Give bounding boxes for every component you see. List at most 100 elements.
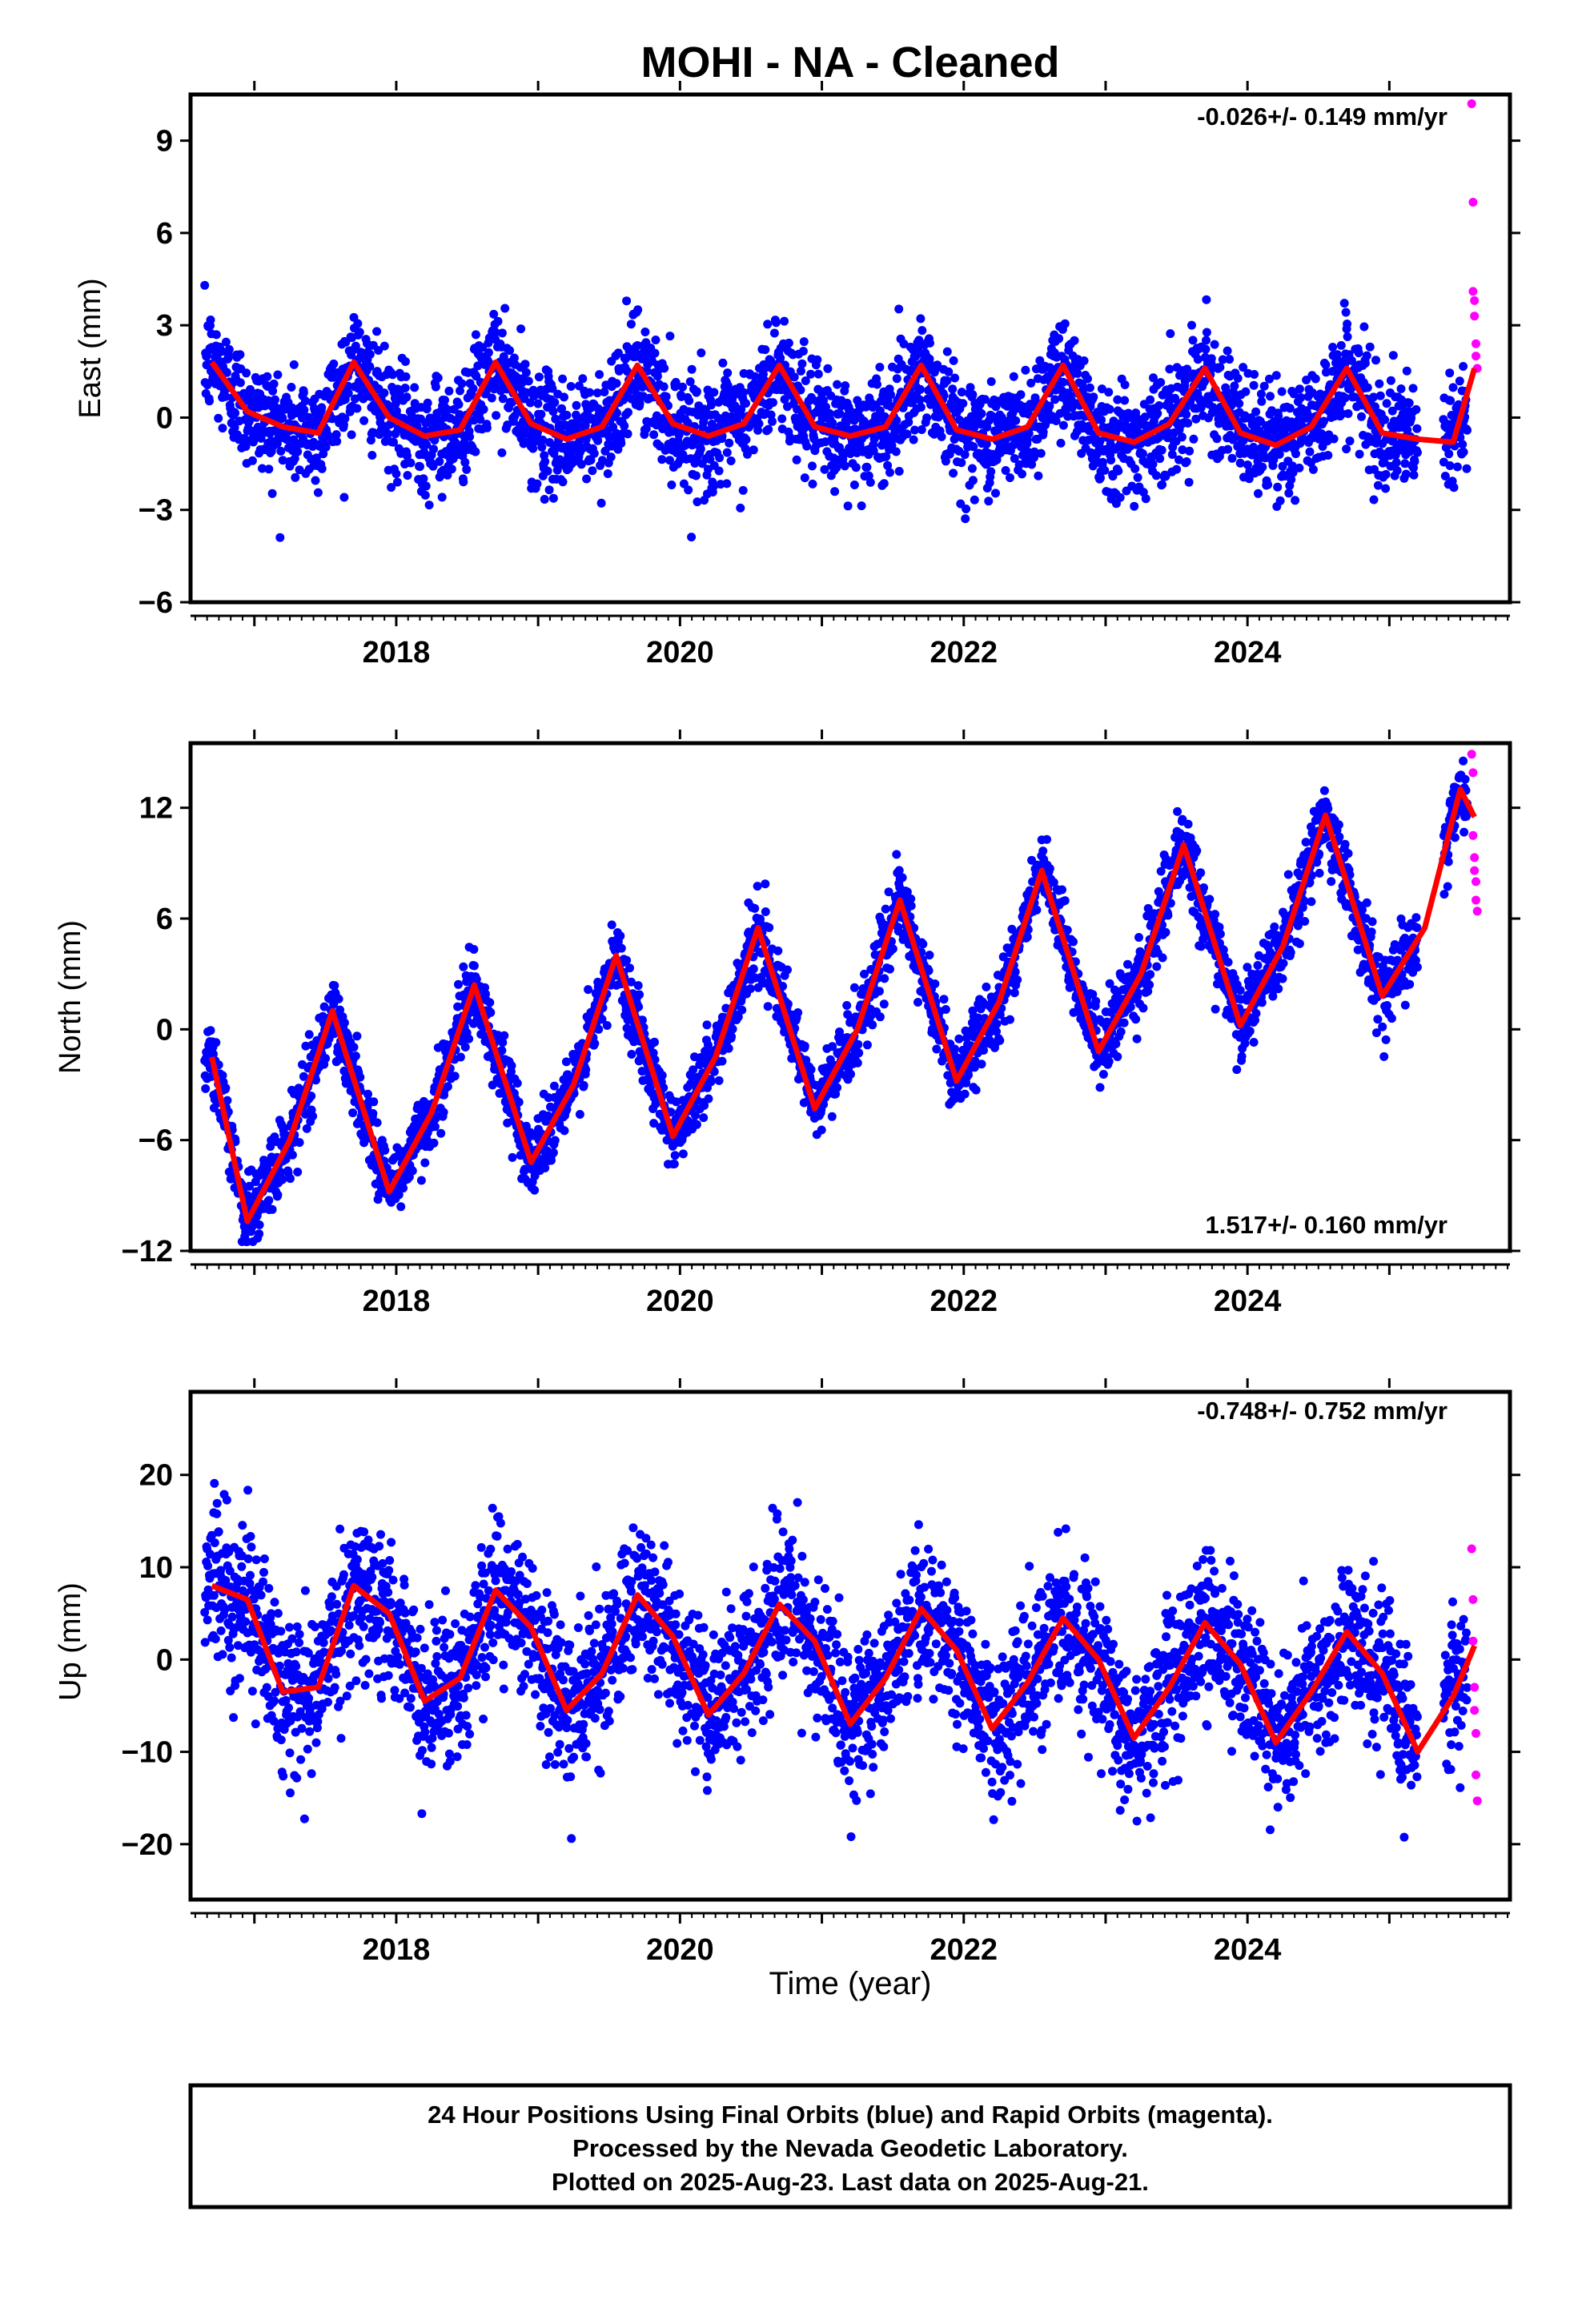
east-final-point xyxy=(203,351,212,360)
east-final-point xyxy=(356,348,366,357)
east-final-point xyxy=(290,454,299,464)
east-final-point xyxy=(429,444,438,454)
east-final-point xyxy=(1187,320,1196,330)
east-final-point xyxy=(843,501,853,511)
east-final-point xyxy=(401,357,410,366)
east-final-point xyxy=(267,489,277,498)
east-final-point xyxy=(1412,448,1422,457)
east-final-point xyxy=(977,409,986,418)
east-final-point xyxy=(958,399,968,408)
east-final-point xyxy=(1156,378,1166,387)
east-final-point xyxy=(960,450,970,460)
north-final-point xyxy=(293,1168,303,1176)
east-rapid-orbit-points xyxy=(1467,99,1482,373)
north-final-point xyxy=(486,1007,496,1017)
east-final-point xyxy=(697,348,706,358)
east-final-point xyxy=(1115,493,1125,502)
east-final-point xyxy=(1201,344,1211,354)
east-final-point xyxy=(926,338,934,348)
north-final-point xyxy=(548,1148,558,1157)
east-final-point xyxy=(533,399,543,408)
east-final-orbit-points xyxy=(200,280,1472,542)
east-final-point xyxy=(1193,355,1203,364)
east-final-point xyxy=(299,388,308,397)
east-final-point xyxy=(421,481,431,491)
east-final-point xyxy=(1184,477,1194,487)
east-final-point xyxy=(379,388,389,398)
north-final-point xyxy=(714,1076,724,1085)
east-final-point xyxy=(1381,469,1391,479)
east-final-point xyxy=(792,455,801,464)
east-final-point xyxy=(457,379,467,388)
east-rapid-point xyxy=(1472,339,1480,348)
east-final-point xyxy=(256,433,266,443)
east-final-point xyxy=(1146,395,1155,404)
east-final-point xyxy=(1073,368,1082,378)
east-final-point xyxy=(891,447,901,456)
east-final-point xyxy=(462,464,472,474)
north-final-point xyxy=(765,923,774,932)
east-final-point xyxy=(1212,434,1222,444)
north-final-point xyxy=(530,1185,540,1195)
north-final-point xyxy=(368,1108,378,1118)
east-final-point xyxy=(498,394,508,404)
east-final-point xyxy=(950,373,960,383)
east-final-point xyxy=(1446,396,1456,405)
east-final-point xyxy=(206,316,215,324)
east-final-point xyxy=(272,439,282,448)
east-final-point xyxy=(497,448,507,457)
east-final-point xyxy=(387,483,396,493)
east-final-point xyxy=(520,360,530,369)
east-final-point xyxy=(777,414,787,424)
north-final-point xyxy=(436,1128,446,1138)
east-final-point xyxy=(949,356,958,365)
east-rapid-point xyxy=(1470,296,1480,305)
east-final-point xyxy=(949,468,958,478)
east-final-point xyxy=(311,476,320,485)
east-final-point xyxy=(1050,395,1060,404)
east-final-point xyxy=(1182,457,1191,466)
east-final-point xyxy=(808,479,817,489)
east-final-point xyxy=(451,438,460,448)
east-final-point xyxy=(722,448,732,457)
north-final-point xyxy=(650,1037,659,1047)
east-final-point xyxy=(391,399,400,408)
north-final-point xyxy=(396,1202,406,1212)
east-final-point xyxy=(401,372,411,381)
east-final-point xyxy=(798,347,808,356)
east-final-point xyxy=(915,384,925,394)
east-final-point xyxy=(562,410,572,420)
east-final-point xyxy=(603,469,612,478)
east-y-tick-label: 9 xyxy=(156,125,173,159)
east-final-point xyxy=(218,424,227,433)
east-final-point xyxy=(245,416,254,426)
east-final-point xyxy=(1273,482,1283,492)
east-final-point xyxy=(1207,354,1216,364)
east-final-point xyxy=(1328,343,1338,352)
east-final-point xyxy=(509,353,519,363)
east-final-point xyxy=(484,348,493,357)
east-final-point xyxy=(402,392,412,402)
east-final-point xyxy=(1336,340,1346,350)
east-final-point xyxy=(383,429,393,439)
north-final-point xyxy=(607,920,616,930)
north-final-point xyxy=(692,1120,701,1129)
east-final-point xyxy=(339,493,349,502)
north-rate-label: 1.517+/- 0.160 mm/yr xyxy=(1206,1211,1447,1239)
east-final-point xyxy=(1157,445,1166,455)
east-final-point xyxy=(235,350,245,360)
east-final-point xyxy=(278,413,287,423)
east-y-tick-label: 3 xyxy=(156,309,173,343)
east-final-point xyxy=(769,328,779,338)
east-final-point xyxy=(691,471,701,480)
east-final-point xyxy=(388,370,397,380)
east-final-point xyxy=(359,393,368,403)
east-final-point xyxy=(437,493,447,502)
east-final-point xyxy=(1230,381,1239,391)
east-final-point xyxy=(1105,404,1114,414)
east-final-point xyxy=(649,430,659,440)
east-final-point xyxy=(797,359,807,368)
east-final-point xyxy=(460,438,469,448)
east-final-point xyxy=(865,477,875,487)
north-final-point xyxy=(800,1041,809,1051)
